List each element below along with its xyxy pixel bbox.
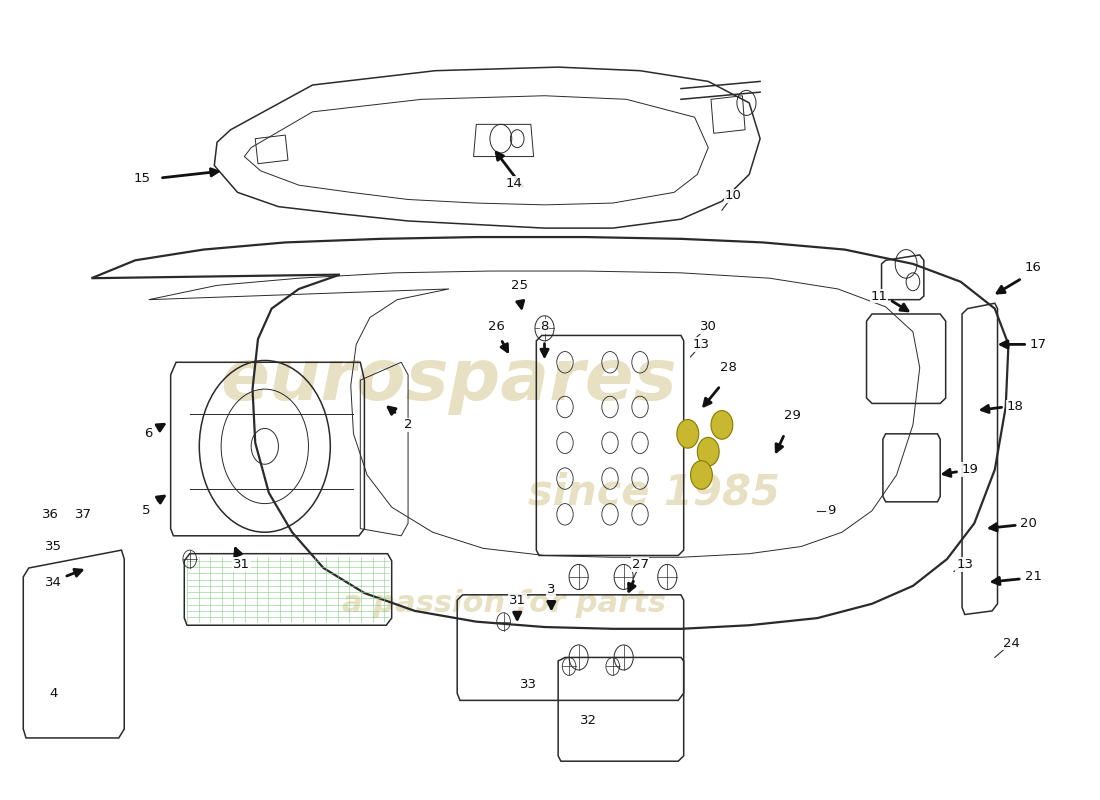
Ellipse shape <box>691 461 713 490</box>
Text: 4: 4 <box>50 686 57 700</box>
Text: 36: 36 <box>42 508 59 521</box>
Ellipse shape <box>697 438 719 466</box>
Text: 19: 19 <box>961 463 979 476</box>
Ellipse shape <box>676 419 698 448</box>
Text: 34: 34 <box>45 576 62 589</box>
Text: 3: 3 <box>547 583 556 596</box>
Text: 20: 20 <box>1021 517 1037 530</box>
Text: 5: 5 <box>142 504 151 518</box>
Text: 18: 18 <box>1006 401 1024 414</box>
Text: 9: 9 <box>827 504 835 518</box>
Text: 2: 2 <box>404 418 412 431</box>
Text: 17: 17 <box>1030 338 1047 351</box>
Text: 37: 37 <box>75 508 91 521</box>
Text: eurospares: eurospares <box>221 346 678 414</box>
Text: 31: 31 <box>508 594 526 606</box>
Text: 24: 24 <box>1003 637 1020 650</box>
Text: 11: 11 <box>870 290 888 302</box>
Text: 35: 35 <box>45 540 62 553</box>
Text: 32: 32 <box>580 714 596 726</box>
Text: 30: 30 <box>700 320 717 333</box>
Text: 6: 6 <box>144 427 153 440</box>
Text: 26: 26 <box>488 320 505 333</box>
Text: 14: 14 <box>506 177 522 190</box>
Text: 8: 8 <box>540 320 549 333</box>
Text: 31: 31 <box>233 558 250 571</box>
Text: 16: 16 <box>1024 261 1042 274</box>
Text: 29: 29 <box>784 410 801 422</box>
Text: 27: 27 <box>631 558 649 571</box>
Text: 25: 25 <box>512 279 528 292</box>
Text: 10: 10 <box>725 190 741 202</box>
Text: 13: 13 <box>956 558 974 571</box>
Text: since 1985: since 1985 <box>528 472 780 514</box>
Text: 13: 13 <box>693 338 710 351</box>
Ellipse shape <box>711 410 733 439</box>
Text: 21: 21 <box>1024 570 1042 583</box>
Text: 15: 15 <box>133 171 151 185</box>
Text: 33: 33 <box>519 678 537 690</box>
Text: 28: 28 <box>720 361 737 374</box>
Text: a passion for parts: a passion for parts <box>342 590 666 618</box>
